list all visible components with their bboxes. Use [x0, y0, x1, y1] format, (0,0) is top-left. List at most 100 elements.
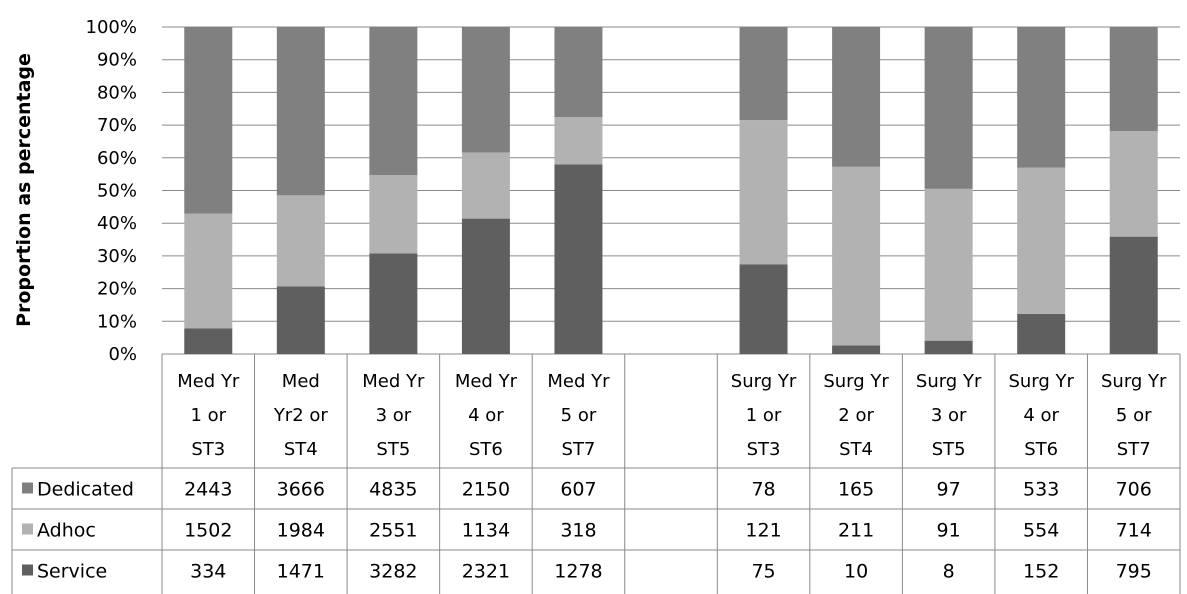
data-label: 318 [560, 520, 596, 542]
bar-service-segment [554, 164, 603, 354]
data-label: 75 [751, 561, 775, 583]
data-label: 714 [1116, 520, 1152, 542]
category-label: ST3 [747, 439, 781, 460]
legend-label-adhoc: Adhoc [37, 520, 96, 542]
data-label: 121 [745, 520, 781, 542]
bar-dedicated-segment [924, 27, 973, 189]
category-label: Surg Yr [1008, 371, 1074, 392]
y-axis-ticks: 0% 10% 20% 30% 40% 50% 60% 70% 80% 90% 100% [86, 17, 137, 365]
y-axis-label: Proportion as percentage [13, 53, 35, 327]
bar-adhoc-segment [461, 152, 510, 219]
data-label: 152 [1023, 561, 1059, 583]
data-label: 334 [190, 561, 226, 583]
category-label: Surg Yr [823, 371, 889, 392]
bar-service-segment [924, 340, 973, 354]
data-label: 2551 [369, 520, 417, 542]
y-tick-label: 70% [97, 115, 137, 136]
gridlines [162, 26, 1180, 355]
y-tick-label: 10% [97, 311, 137, 332]
bar-dedicated-segment [369, 27, 418, 176]
y-tick-label: 100% [86, 17, 137, 38]
bar-adhoc-segment [554, 117, 603, 165]
bar-dedicated-segment [461, 27, 510, 153]
category-label: Med [282, 371, 320, 392]
bar-adhoc-segment [184, 213, 233, 329]
category-label: ST5 [932, 439, 966, 460]
data-label: 165 [838, 479, 874, 501]
legend-label-service: Service [37, 561, 107, 583]
y-tick-label: 40% [97, 213, 137, 234]
category-label: 1 or [746, 405, 782, 426]
bar-dedicated-segment [184, 27, 233, 214]
legend-key-dedicated [22, 482, 33, 494]
bar-adhoc-segment [832, 166, 881, 346]
data-label: 2150 [462, 479, 510, 501]
bars [184, 27, 1158, 354]
data-label: 706 [1116, 479, 1152, 501]
bar-dedicated-segment [1109, 27, 1158, 132]
category-label: Med Yr [177, 371, 240, 392]
category-label: ST4 [284, 439, 318, 460]
data-label: 8 [943, 561, 955, 583]
bar-dedicated-segment [554, 27, 603, 118]
bar-adhoc-segment [1109, 131, 1158, 237]
data-label: 91 [937, 520, 961, 542]
data-label: 2443 [184, 479, 232, 501]
data-label: 1984 [277, 520, 325, 542]
bar-service-segment [276, 286, 325, 354]
legend-key-service [22, 564, 33, 576]
bar-adhoc-segment [924, 188, 973, 341]
category-label: ST7 [1117, 439, 1151, 460]
category-label: Med Yr [455, 371, 518, 392]
data-label: 1134 [462, 520, 510, 542]
category-label: Surg Yr [731, 371, 797, 392]
data-label: 554 [1023, 520, 1059, 542]
legend-key-adhoc [22, 523, 33, 535]
bar-service-segment [369, 253, 418, 354]
bar-dedicated-segment [276, 27, 325, 196]
category-label: Yr2 or [273, 405, 329, 426]
bar-service-segment [1109, 236, 1158, 354]
y-tick-label: 20% [97, 279, 137, 300]
y-tick-label: 90% [97, 50, 137, 71]
category-label: ST5 [376, 439, 410, 460]
data-label: 795 [1116, 561, 1152, 583]
bar-service-segment [1017, 313, 1066, 354]
data-label: 10 [844, 561, 868, 583]
data-label: 3282 [369, 561, 417, 583]
bar-service-segment [832, 345, 881, 354]
category-label: 3 or [376, 405, 412, 426]
category-label: ST3 [191, 439, 225, 460]
bar-service-segment [461, 218, 510, 354]
data-label: 211 [838, 520, 874, 542]
bar-service-segment [184, 328, 233, 354]
bar-adhoc-segment [1017, 167, 1066, 314]
category-label: Med Yr [362, 371, 425, 392]
data-label: 78 [751, 479, 775, 501]
bar-adhoc-segment [369, 175, 418, 254]
data-label: 1502 [184, 520, 232, 542]
y-tick-label: 0% [108, 344, 137, 365]
category-label: 4 or [468, 405, 504, 426]
y-tick-label: 30% [97, 246, 137, 267]
y-tick-label: 80% [97, 82, 137, 103]
data-table: Med Yr 1 or ST3 Med Yr2 or ST4 Med Yr 3 or ST5 Me… [11, 354, 1181, 594]
bar-service-segment [739, 264, 788, 354]
category-label: 5 or [1116, 405, 1152, 426]
bar-dedicated-segment [1017, 27, 1066, 168]
data-label: 533 [1023, 479, 1059, 501]
category-label: 4 or [1023, 405, 1059, 426]
category-label: Surg Yr [1101, 371, 1167, 392]
category-label: 5 or [561, 405, 597, 426]
y-tick-label: 60% [97, 148, 137, 169]
category-label: ST7 [562, 439, 596, 460]
category-label: ST6 [469, 439, 503, 460]
data-label: 97 [937, 479, 961, 501]
category-label: ST6 [1024, 439, 1058, 460]
category-label: ST4 [839, 439, 873, 460]
data-label: 2321 [462, 561, 510, 583]
bar-dedicated-segment [832, 27, 881, 167]
data-label: 4835 [369, 479, 417, 501]
category-label: 2 or [838, 405, 874, 426]
